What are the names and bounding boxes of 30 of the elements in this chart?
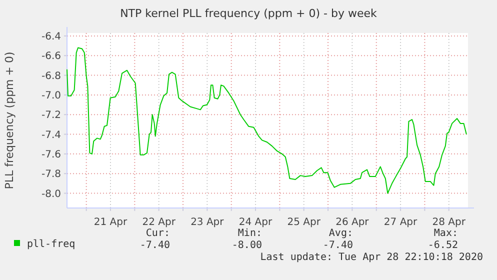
y-tick-label: -6.8	[41, 70, 61, 82]
text: Last update: Tue Apr 28 22:10:18 2020	[260, 252, 483, 263]
legend-label: pll-freq	[27, 239, 76, 250]
text: -7.40	[140, 240, 170, 251]
x-tick-label: 26 Apr	[336, 217, 370, 228]
line-series	[66, 47, 467, 194]
y-tick-label: -7.4	[41, 130, 61, 141]
text: -7.40	[322, 240, 353, 251]
chart-title: NTP kernel PLL frequency (ppm + 0) - by week	[120, 7, 378, 20]
x-tick-label: 28 Apr	[432, 217, 466, 228]
y-tick-label: -7.2	[41, 110, 61, 122]
x-tick-label: 23 Apr	[190, 217, 225, 228]
text: Max:	[434, 228, 458, 239]
text: Min:	[238, 228, 262, 239]
x-tick-label: 22 Apr	[142, 217, 176, 228]
text: Cur:	[146, 228, 170, 239]
y-tick-label: -6.6	[41, 51, 61, 62]
text: Avg:	[328, 228, 353, 239]
x-tick-label: 25 Apr	[287, 217, 322, 228]
text: -6.52	[428, 240, 458, 251]
y-tick-label: -7.8	[41, 169, 61, 180]
x-tick-label: 21 Apr	[94, 217, 128, 228]
y-tick-label: -7.6	[41, 149, 61, 160]
x-tick-label: 27 Apr	[384, 217, 418, 228]
y-tick-label: -8.0	[41, 188, 61, 200]
y-tick-label: -6.4	[41, 31, 61, 42]
text: -8.00	[232, 240, 262, 251]
y-axis-title: PLL frequency (ppm + 0)	[3, 52, 16, 190]
x-tick-label: 24 Apr	[238, 217, 274, 228]
y-tick-label: -7.0	[41, 90, 61, 102]
